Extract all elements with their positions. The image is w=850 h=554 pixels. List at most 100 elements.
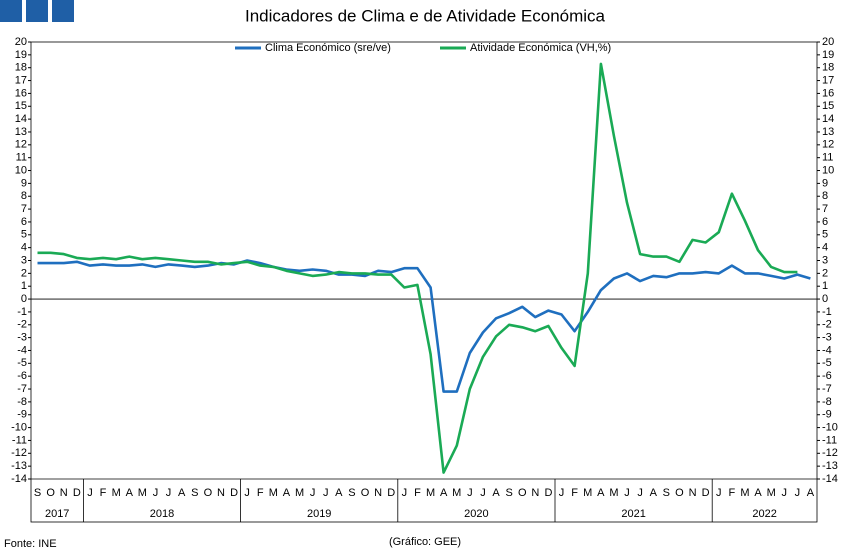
x-tick-label: J <box>559 487 565 499</box>
y2-tick-label: 10 <box>822 164 834 176</box>
x-tick-label: M <box>583 487 592 499</box>
y2-tick-label: -1 <box>822 306 832 318</box>
logo-square <box>52 0 74 22</box>
series-line <box>37 62 798 474</box>
credit: (Gráfico: GEE) <box>389 536 461 548</box>
x-tick-label: N <box>374 487 382 499</box>
x-tick-label: J <box>87 487 93 499</box>
y2-tick-label: -13 <box>822 460 838 472</box>
y-tick-label: 20 <box>15 36 27 48</box>
y2-tick-label: -10 <box>822 421 838 433</box>
x-tick-label: M <box>452 487 461 499</box>
x-tick-label: N <box>689 487 697 499</box>
x-tick-label: J <box>310 487 316 499</box>
y-tick-label: -6 <box>17 370 27 382</box>
y-tick-label: 15 <box>15 100 27 112</box>
x-tick-label: J <box>795 487 801 499</box>
y2-tick-label: -4 <box>822 344 832 356</box>
x-tick-label: J <box>467 487 473 499</box>
x-tick-label: A <box>178 487 186 499</box>
y-tick-label: 18 <box>15 62 27 74</box>
y-tick-label: 14 <box>15 113 27 125</box>
x-tick-label: A <box>650 487 658 499</box>
x-tick-label: J <box>624 487 630 499</box>
y2-tick-label: 12 <box>822 139 834 151</box>
y-tick-label: 9 <box>21 177 27 189</box>
x-tick-label: S <box>191 487 198 499</box>
y-tick-label: -4 <box>17 344 27 356</box>
y-tick-label: 10 <box>15 164 27 176</box>
x-tick-label: O <box>518 487 527 499</box>
y2-tick-label: 18 <box>822 62 834 74</box>
x-tick-label: S <box>663 487 670 499</box>
x-tick-label: M <box>295 487 304 499</box>
x-tick-label: M <box>269 487 278 499</box>
y2-tick-label: 11 <box>822 152 833 164</box>
y-tick-label: 7 <box>21 203 27 215</box>
x-tick-label: O <box>675 487 684 499</box>
x-tick-label: J <box>244 487 250 499</box>
x-tick-label: M <box>767 487 776 499</box>
x-tick-label: N <box>60 487 68 499</box>
x-tick-label: D <box>387 487 395 499</box>
y2-tick-label: -3 <box>822 332 832 344</box>
y-tick-label: 13 <box>15 126 27 138</box>
x-tick-label: J <box>166 487 172 499</box>
x-tick-label: F <box>414 487 421 499</box>
x-tick-label: F <box>571 487 578 499</box>
x-tick-label: D <box>230 487 238 499</box>
x-tick-label: A <box>440 487 448 499</box>
series-line <box>37 259 811 393</box>
y2-tick-label: 5 <box>822 229 828 241</box>
x-tick-label: S <box>505 487 512 499</box>
y-tick-label: 0 <box>21 293 27 305</box>
x-tick-label: N <box>531 487 539 499</box>
y2-tick-label: 19 <box>822 49 834 61</box>
logo-square <box>0 0 22 22</box>
x-tick-label: O <box>46 487 55 499</box>
y-tick-label: -13 <box>11 460 27 472</box>
x-tick-label: J <box>323 487 329 499</box>
x-tick-label: O <box>204 487 213 499</box>
x-tick-label: D <box>544 487 552 499</box>
year-label: 2020 <box>464 508 488 520</box>
y2-tick-label: -12 <box>822 447 838 459</box>
x-tick-label: F <box>257 487 264 499</box>
logo-square <box>26 0 48 22</box>
x-tick-label: A <box>492 487 500 499</box>
y2-tick-label: 8 <box>822 190 828 202</box>
y2-tick-label: 2 <box>822 267 828 279</box>
x-tick-label: J <box>637 487 643 499</box>
x-tick-label: S <box>34 487 41 499</box>
y-tick-label: -8 <box>17 396 27 408</box>
y2-tick-label: 15 <box>822 100 834 112</box>
y-tick-label: -2 <box>17 319 27 331</box>
y2-tick-label: 0 <box>822 293 828 305</box>
x-tick-label: J <box>716 487 722 499</box>
y2-tick-label: 4 <box>822 242 828 254</box>
x-tick-label: M <box>426 487 435 499</box>
y2-tick-label: -9 <box>822 409 832 421</box>
y2-tick-label: -11 <box>822 434 837 446</box>
y-tick-label: -14 <box>11 473 27 485</box>
y-tick-label: 16 <box>15 87 27 99</box>
y-tick-label: -1 <box>17 306 27 318</box>
y2-tick-label: 9 <box>822 177 828 189</box>
y-tick-label: 5 <box>21 229 27 241</box>
y-tick-label: -11 <box>12 434 27 446</box>
y2-tick-label: 17 <box>822 74 834 86</box>
y2-tick-label: 3 <box>822 254 828 266</box>
y-tick-label: -3 <box>17 332 27 344</box>
year-label: 2018 <box>150 508 174 520</box>
y-tick-label: 12 <box>15 139 27 151</box>
y-tick-label: -12 <box>11 447 27 459</box>
x-tick-label: A <box>283 487 291 499</box>
x-tick-label: A <box>754 487 762 499</box>
x-tick-label: M <box>138 487 147 499</box>
y-tick-label: 17 <box>15 74 27 86</box>
plot-frame <box>30 41 818 523</box>
year-label: 2017 <box>45 508 69 520</box>
source: Fonte: INE <box>4 538 57 550</box>
y-tick-label: 11 <box>16 152 27 164</box>
